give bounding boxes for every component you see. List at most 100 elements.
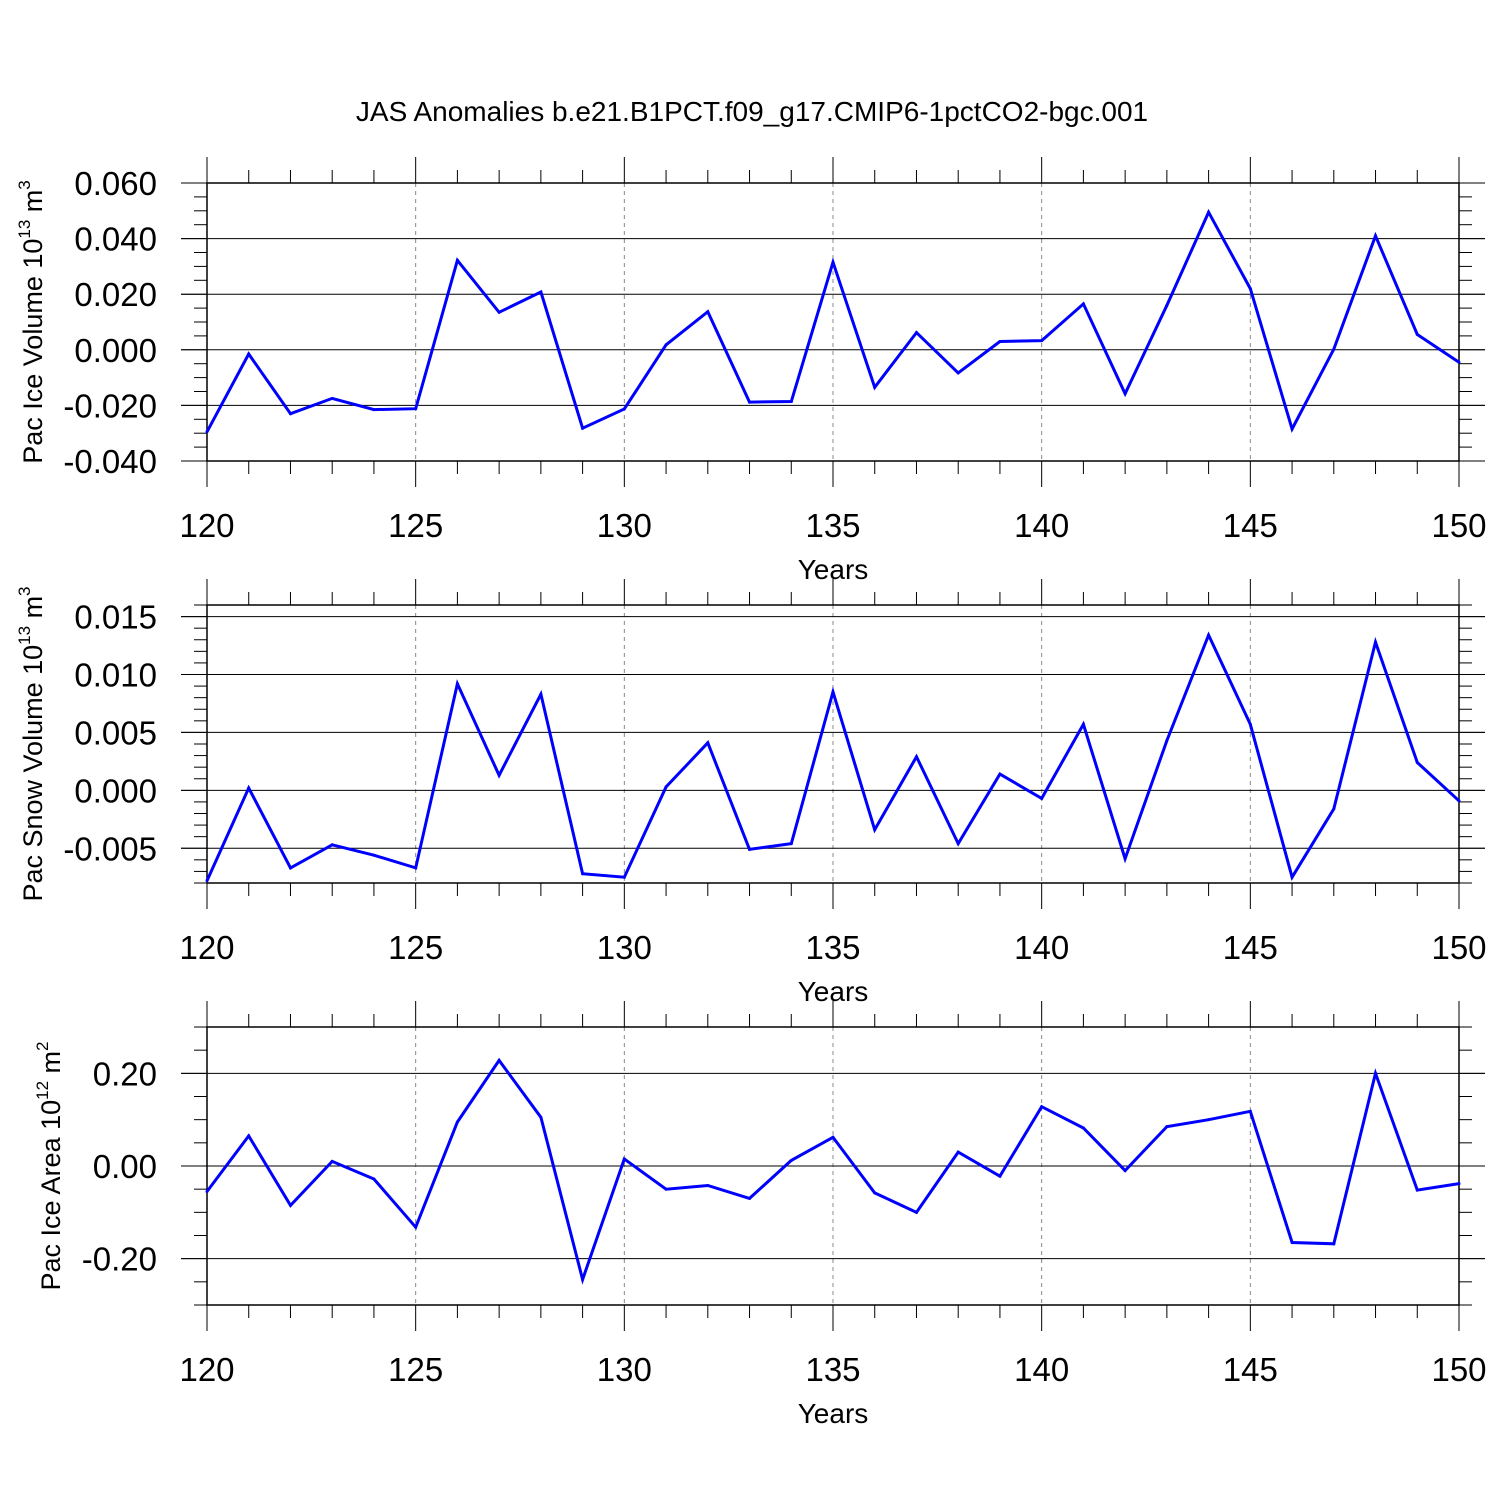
x-tick-label: 120	[179, 929, 234, 966]
y-tick-label: 0.020	[74, 276, 157, 313]
data-point	[622, 1157, 626, 1161]
data-point	[956, 842, 960, 846]
data-point	[873, 828, 877, 832]
data-point	[372, 408, 376, 412]
data-point	[581, 426, 585, 430]
data-point	[497, 310, 501, 314]
data-point	[1081, 302, 1085, 306]
data-point	[664, 1187, 668, 1191]
data-point	[998, 339, 1002, 343]
data-point	[1332, 807, 1336, 811]
data-point	[706, 310, 710, 314]
data-point	[998, 772, 1002, 776]
data-point	[998, 1174, 1002, 1178]
data-point	[288, 1203, 292, 1207]
data-point	[581, 872, 585, 876]
data-point	[789, 400, 793, 404]
x-tick-label: 120	[179, 507, 234, 544]
data-point	[1207, 633, 1211, 637]
x-tick-label: 125	[388, 1351, 443, 1388]
y-tick-label: 0.060	[74, 165, 157, 202]
data-point	[1040, 339, 1044, 343]
data-point	[1165, 1125, 1169, 1129]
y-tick-label: 0.00	[93, 1148, 157, 1185]
data-point	[288, 866, 292, 870]
data-point	[1415, 333, 1419, 337]
y-tick-label: 0.000	[74, 772, 157, 809]
x-tick-label: 150	[1431, 929, 1486, 966]
x-tick-label: 140	[1014, 929, 1069, 966]
data-point	[1332, 1242, 1336, 1246]
data-point	[1457, 799, 1461, 803]
y-axis-label: Pac Ice Volume 1013 m3	[15, 180, 48, 464]
data-point	[748, 1196, 752, 1200]
data-point	[1248, 1109, 1252, 1113]
data-point	[789, 842, 793, 846]
figure-title: JAS Anomalies b.e21.B1PCT.f09_g17.CMIP6-…	[356, 96, 1148, 127]
data-point	[1374, 1071, 1378, 1075]
data-point	[1457, 360, 1461, 364]
data-point	[622, 407, 626, 411]
y-tick-label: 0.005	[74, 714, 157, 751]
data-point	[831, 260, 835, 264]
y-tick-label: 0.015	[74, 599, 157, 636]
data-point	[1040, 1105, 1044, 1109]
data-point	[330, 843, 334, 847]
data-point	[247, 352, 251, 356]
data-point	[706, 1183, 710, 1187]
data-point	[414, 866, 418, 870]
data-point	[956, 1150, 960, 1154]
y-tick-label: -0.20	[82, 1241, 157, 1278]
data-point	[664, 343, 668, 347]
data-point	[831, 1135, 835, 1139]
y-tick-label: -0.020	[63, 387, 157, 424]
data-point	[914, 331, 918, 335]
x-tick-label: 130	[597, 507, 652, 544]
data-point	[1123, 1169, 1127, 1173]
data-point	[873, 1191, 877, 1195]
data-point	[372, 853, 376, 857]
data-point	[1290, 1240, 1294, 1244]
x-tick-label: 120	[179, 1351, 234, 1388]
data-point	[1207, 1118, 1211, 1122]
data-point	[1332, 347, 1336, 351]
data-point	[1415, 761, 1419, 765]
panel-snow-volume: 120 125 130 135 140 145 150 -0.005 0.000 0.005 0.0…	[15, 579, 1487, 1007]
data-point	[247, 1134, 251, 1138]
data-point	[1040, 796, 1044, 800]
data-point	[831, 690, 835, 694]
data-point	[789, 1158, 793, 1162]
data-point	[414, 1225, 418, 1229]
data-point	[539, 1115, 543, 1119]
data-point	[205, 879, 209, 883]
data-point	[664, 785, 668, 789]
x-tick-label: 135	[805, 507, 860, 544]
y-tick-label: 0.000	[74, 332, 157, 369]
data-point	[1123, 857, 1127, 861]
data-point	[1248, 287, 1252, 291]
data-point	[1290, 427, 1294, 431]
data-point	[622, 875, 626, 879]
data-point	[330, 396, 334, 400]
data-point	[455, 1120, 459, 1124]
y-tick-label: 0.20	[93, 1055, 157, 1092]
data-point	[539, 692, 543, 696]
x-axis-label: Years	[798, 1398, 869, 1429]
data-point	[706, 741, 710, 745]
data-point	[1374, 640, 1378, 644]
data-point	[1248, 722, 1252, 726]
data-point	[873, 385, 877, 389]
y-tick-label: -0.005	[63, 830, 157, 867]
x-tick-label: 135	[805, 1351, 860, 1388]
x-tick-label: 145	[1223, 507, 1278, 544]
data-point	[956, 371, 960, 375]
data-point	[414, 407, 418, 411]
x-tick-label: 150	[1431, 507, 1486, 544]
x-tick-label: 130	[597, 929, 652, 966]
y-tick-label: 0.040	[74, 221, 157, 258]
data-point	[205, 1189, 209, 1193]
data-point	[497, 773, 501, 777]
data-point	[1457, 1182, 1461, 1186]
y-tick-label: -0.040	[63, 443, 157, 480]
